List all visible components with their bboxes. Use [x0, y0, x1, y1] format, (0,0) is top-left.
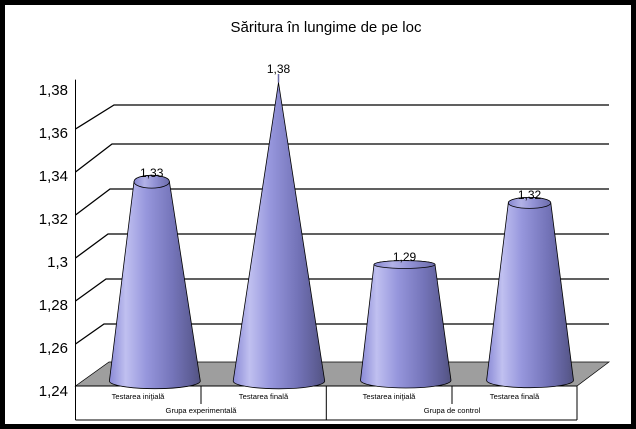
svg-text:1,32: 1,32 — [39, 211, 68, 228]
svg-text:Testarea iniţială: Testarea iniţială — [112, 392, 166, 401]
svg-text:1,32: 1,32 — [518, 188, 542, 202]
svg-text:1,26: 1,26 — [39, 340, 68, 357]
svg-text:Grupa experimentală: Grupa experimentală — [166, 406, 238, 415]
svg-text:1,38: 1,38 — [267, 62, 291, 76]
svg-text:Testarea finală: Testarea finală — [239, 392, 289, 401]
svg-text:Testarea finală: Testarea finală — [490, 392, 540, 401]
svg-text:1,36: 1,36 — [39, 125, 68, 142]
svg-text:1,3: 1,3 — [47, 254, 68, 271]
svg-text:1,34: 1,34 — [39, 168, 68, 185]
svg-text:1,24: 1,24 — [39, 383, 68, 400]
svg-text:1,33: 1,33 — [140, 166, 164, 180]
svg-text:Grupa de control: Grupa de control — [424, 406, 481, 415]
svg-text:Testarea iniţială: Testarea iniţială — [363, 392, 417, 401]
svg-text:1,28: 1,28 — [39, 297, 68, 314]
svg-text:1,38: 1,38 — [39, 82, 68, 99]
svg-text:1,29: 1,29 — [393, 250, 417, 264]
